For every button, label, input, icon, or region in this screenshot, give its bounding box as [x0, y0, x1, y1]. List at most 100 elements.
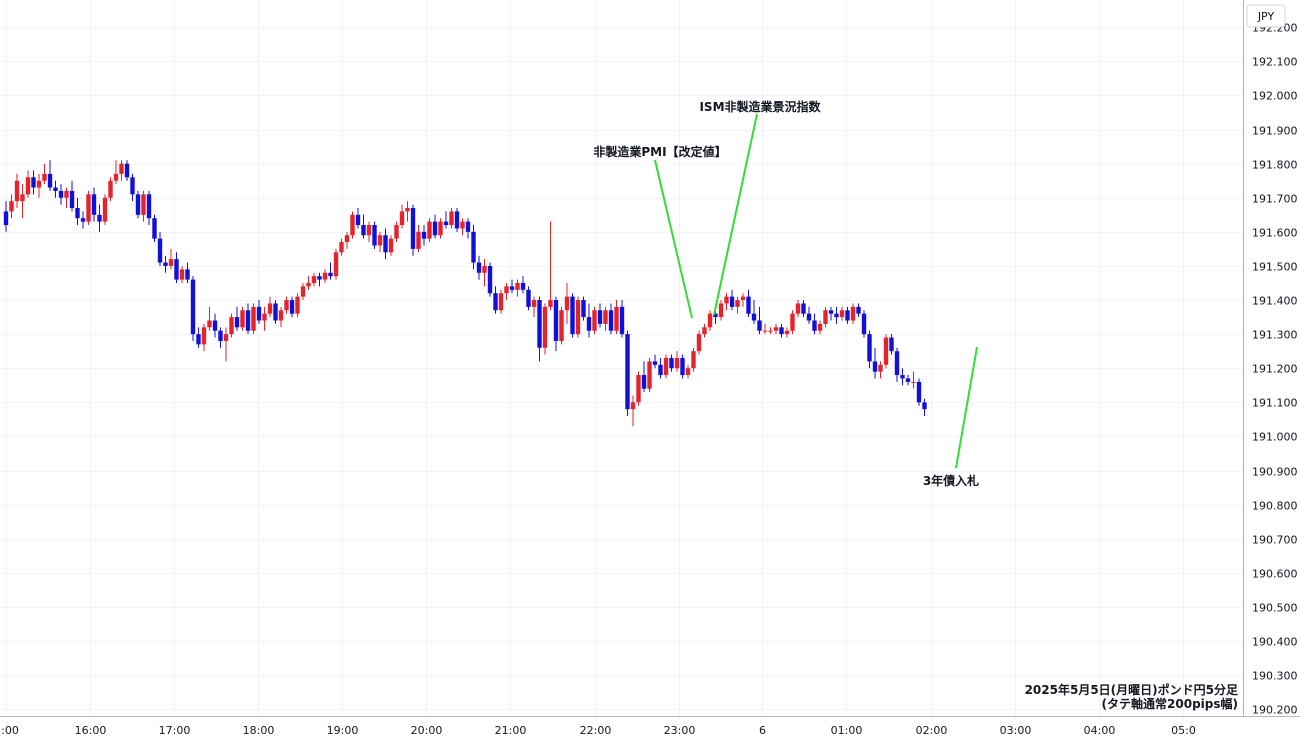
candle [856, 303, 861, 318]
candle-body [559, 310, 564, 341]
price-tick-label: 190.300 [1252, 670, 1298, 683]
candle [509, 279, 515, 294]
candle-body [31, 177, 36, 188]
candle-body [80, 218, 86, 222]
currency-label: JPY [1246, 4, 1286, 28]
candle-body [696, 334, 702, 352]
price-tick-label: 191.400 [1252, 295, 1298, 308]
candle [515, 279, 520, 297]
candle-body [746, 296, 751, 314]
candle [14, 173, 20, 208]
candle-body [724, 296, 729, 304]
candle [69, 180, 75, 212]
candle [3, 201, 9, 232]
time-tick-label: 6 [759, 724, 766, 737]
candle [113, 160, 119, 185]
candle [168, 248, 174, 270]
candle [251, 303, 256, 335]
candle-body [460, 221, 465, 229]
candle-body [240, 310, 245, 328]
candle-body [97, 214, 102, 222]
candle [773, 323, 779, 335]
candle-body [443, 221, 449, 226]
candle-body [289, 300, 295, 314]
candle [245, 303, 251, 335]
price-tick-label: 190.700 [1252, 534, 1298, 547]
candle [570, 293, 575, 338]
candle-body [740, 296, 746, 301]
candle-body [861, 313, 867, 335]
candle [614, 300, 619, 335]
candle-body [603, 310, 608, 324]
candle [223, 327, 229, 362]
candle [47, 160, 53, 191]
candle [333, 248, 339, 280]
candle [575, 296, 581, 338]
candle [273, 300, 278, 324]
caption-line-2: (タテ軸通常200pips幅) [1102, 696, 1238, 711]
candle-body [581, 300, 586, 318]
candle [36, 173, 42, 198]
candle-body [597, 310, 603, 324]
candle [361, 214, 366, 239]
time-tick-label: 5:00 [0, 724, 19, 737]
candle [768, 327, 773, 335]
candle-body [394, 225, 399, 239]
candle-body [465, 221, 471, 232]
candle-body [795, 303, 801, 314]
candle-body [663, 358, 669, 376]
candle [647, 358, 652, 393]
time-tick-label: 18:00 [243, 724, 275, 737]
candle-body [916, 381, 922, 403]
candle [850, 303, 856, 324]
candle-body [823, 310, 828, 324]
candle-body [168, 259, 174, 266]
candle [119, 160, 124, 181]
time-axis[interactable]: 5:00 16:00 17:00 18:00 19:00 20:00 21:00 22:00 2… [0, 724, 1196, 737]
candle-body [713, 313, 718, 318]
candle [97, 204, 102, 232]
candle-body [872, 361, 878, 372]
candle [597, 303, 603, 328]
candle [806, 306, 812, 324]
candle [240, 306, 245, 331]
candle-body [405, 207, 410, 212]
candle [311, 272, 317, 287]
candle-body [845, 310, 850, 321]
candle [317, 272, 322, 287]
candle [669, 354, 674, 372]
time-tick-label: 04:00 [1084, 724, 1116, 737]
candle [548, 221, 553, 311]
candle [724, 293, 729, 311]
candle-body [454, 211, 460, 229]
candle [603, 306, 608, 331]
candle-body [295, 296, 300, 314]
candle [894, 347, 900, 382]
candle [179, 265, 185, 283]
candle-body [834, 313, 839, 318]
time-tick-label: 20:00 [411, 724, 443, 737]
candle [498, 289, 504, 314]
candle [537, 296, 542, 362]
candle [9, 194, 14, 219]
price-axis[interactable]: 192.200192.100192.000191.900191.800191.7… [1252, 22, 1298, 717]
candle-body [817, 323, 823, 331]
candle-body [801, 303, 806, 314]
time-tick-label: 03:00 [1000, 724, 1032, 737]
candle [146, 190, 152, 226]
candle-body [179, 269, 185, 280]
candle [784, 327, 790, 338]
candle-body [432, 221, 438, 236]
candle [696, 330, 702, 355]
candle-body [124, 163, 130, 178]
candle-body [355, 214, 361, 226]
candle-body [652, 361, 658, 365]
candle [53, 180, 58, 198]
candle-body [812, 320, 817, 331]
time-tick-label: 16:00 [75, 724, 107, 737]
candle [553, 296, 559, 352]
candle-body [388, 238, 394, 253]
time-tick-label: 02:00 [916, 724, 948, 737]
